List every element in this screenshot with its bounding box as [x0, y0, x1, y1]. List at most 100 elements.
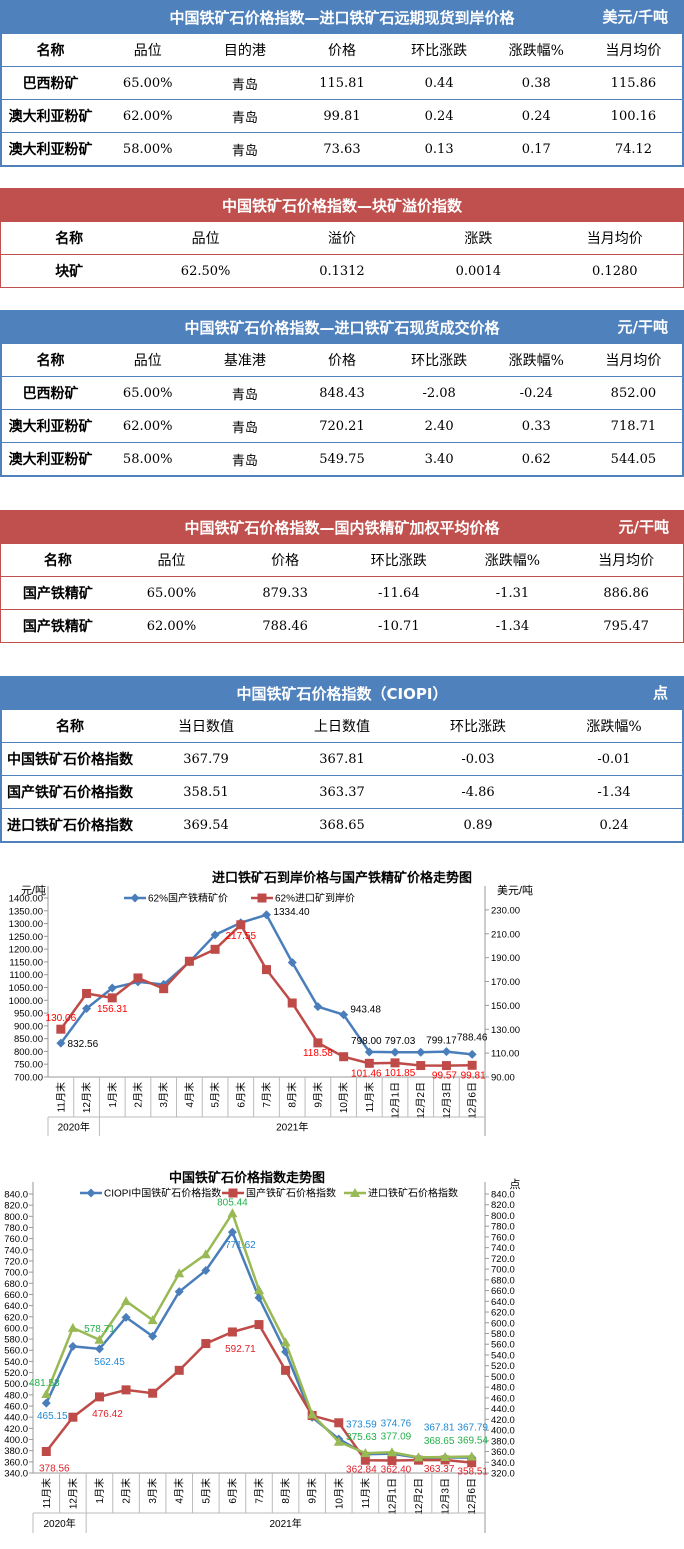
y-tick-label: 500.0	[4, 1379, 28, 1390]
column-header-row: 名称 品位 价格 环比涨跌 涨跌幅% 当月均价	[1, 544, 683, 577]
y-tick-label: 680.0	[4, 1279, 28, 1290]
data-label: 362.40	[381, 1465, 412, 1476]
table-unit: 元/干吨	[618, 518, 669, 536]
cell: 0.1312	[319, 263, 365, 279]
data-label: 562.45	[94, 1357, 125, 1368]
y-tick-label: 700.0	[4, 1268, 28, 1279]
table-header: 中国铁矿石价格指数—块矿溢价指数	[1, 188, 683, 222]
data-label: 217.55	[225, 931, 256, 942]
data-point	[313, 1002, 323, 1012]
table-row: 块矿 62.50% 0.1312 0.0014 0.1280	[1, 255, 683, 288]
data-point	[386, 1447, 397, 1457]
data-point	[200, 1249, 211, 1259]
row-name: 进口铁矿石价格指数	[7, 818, 133, 834]
y2-tick-label: 700.0	[491, 1265, 515, 1276]
data-point	[174, 1287, 184, 1297]
y2-tick-label: 540.0	[491, 1350, 515, 1361]
row-name: 澳大利亚粉矿	[8, 419, 93, 435]
data-label: 788.46	[457, 1032, 488, 1043]
x-tick-label: 4月末	[183, 1082, 196, 1108]
data-point	[227, 1327, 237, 1337]
cell: 0.17	[521, 141, 551, 157]
table-row: 巴西粉矿 65.00% 青岛 115.81 0.44 0.38 115.86	[2, 67, 682, 100]
data-label: 367.79	[457, 1422, 488, 1433]
legend-item: 62%进口矿到岸价	[251, 892, 355, 905]
data-point	[360, 1455, 370, 1465]
data-point	[387, 1456, 397, 1466]
table-row: 国产铁矿石价格指数 358.51 363.37 -4.86 -1.34	[2, 776, 682, 809]
cell: 788.46	[262, 618, 308, 634]
table-title: 中国铁矿石价格指数（CIOPI）	[236, 684, 448, 703]
column-header: 品位	[133, 353, 162, 369]
data-label: 374.76	[381, 1419, 412, 1430]
data-label: 99.57	[432, 1071, 457, 1082]
y2-tick-label: 480.0	[491, 1383, 515, 1394]
data-label: 832.56	[68, 1039, 99, 1050]
column-header: 环比涨跌	[370, 553, 427, 569]
year-label: 2021年	[276, 1121, 308, 1134]
series-0: 465.15 562.45 771.62 373.59 374.76 367.81 367.…	[37, 1227, 488, 1463]
cell: 62.50%	[180, 263, 231, 279]
cell: 2.40	[424, 418, 454, 434]
x-tick-label: 3月末	[157, 1082, 170, 1108]
row-name: 国产铁精矿	[22, 619, 93, 635]
column-header: 价格	[327, 43, 356, 59]
y-tick-label: 400.0	[4, 1435, 28, 1446]
y-tick-label: 1250.00	[9, 932, 43, 943]
y-tick-label: 950.00	[14, 1009, 43, 1020]
table-unit: 点	[652, 684, 668, 702]
table-title: 中国铁矿石价格指数—进口铁矿石远期现货到岸价格	[169, 8, 515, 27]
data-point	[334, 1418, 344, 1428]
cell: 0.24	[521, 108, 551, 124]
y2-tick-label: 640.0	[491, 1297, 515, 1308]
table-row: 澳大利亚粉矿 58.00% 青岛 549.75 3.40 0.62 544.05	[2, 443, 682, 476]
data-point	[121, 1385, 131, 1395]
cell: 544.05	[610, 451, 657, 467]
cell: 73.63	[323, 141, 361, 157]
y2-tick-label: 520.0	[491, 1361, 515, 1372]
x-tick-label: 9月末	[311, 1082, 324, 1108]
data-label: 358.51	[457, 1467, 488, 1478]
column-header: 当月均价	[605, 353, 662, 369]
x-tick-label: 12月3日	[440, 1478, 452, 1515]
column-header: 溢价	[327, 231, 356, 247]
y2-tick-label: 380.0	[491, 1436, 515, 1447]
series-line	[59, 913, 473, 1056]
data-point	[41, 1398, 51, 1408]
x-tick-label: 6月末	[234, 1082, 247, 1108]
data-label: 481.53	[29, 1378, 60, 1389]
table-unit: 美元/千吨	[602, 8, 668, 26]
legend-item: 62%国产铁精矿价	[124, 892, 228, 905]
y-tick-label: 620.0	[4, 1312, 28, 1323]
data-point	[56, 1024, 66, 1034]
data-point	[227, 1227, 237, 1237]
y-tick-label: 700.00	[14, 1073, 43, 1084]
column-header: 当日数值	[178, 719, 234, 735]
row-name: 国产铁矿石价格指数	[7, 785, 133, 801]
cell: 58.00%	[122, 141, 173, 157]
column-header: 名称	[43, 553, 72, 569]
data-point	[416, 1061, 426, 1071]
y-tick-label: 1400.00	[9, 894, 43, 905]
table-row: 国产铁精矿 65.00% 879.33 -11.64 -1.31 886.86	[1, 577, 683, 610]
cell: 3.40	[424, 451, 454, 467]
cell: 0.24	[599, 817, 629, 833]
table-row: 澳大利亚粉矿 58.00% 青岛 73.63 0.13 0.17 74.12	[2, 133, 682, 166]
price-table: 中国铁矿石价格指数—块矿溢价指数 名称 品位 溢价 涨跌 当月均价 块矿 62.50% 0.13…	[0, 188, 684, 288]
row-name: 巴西粉矿	[22, 386, 79, 402]
y2-axis-label: 美元/吨	[497, 884, 533, 897]
data-label: 367.81	[424, 1422, 455, 1433]
data-point	[466, 1451, 477, 1461]
y2-tick-label: 210.00	[491, 929, 520, 940]
x-tick-label: 9月末	[306, 1478, 319, 1504]
column-header: 品位	[157, 553, 186, 569]
cell: -0.24	[519, 385, 553, 401]
cell: 青岛	[231, 77, 258, 93]
column-header: 品位	[133, 43, 162, 59]
data-point	[174, 1365, 184, 1375]
legend-label: 62%进口矿到岸价	[275, 892, 355, 905]
cell: -1.31	[495, 585, 530, 601]
data-label: 373.59	[346, 1419, 377, 1430]
y2-tick-label: 340.0	[491, 1458, 515, 1469]
data-point	[148, 1331, 158, 1341]
